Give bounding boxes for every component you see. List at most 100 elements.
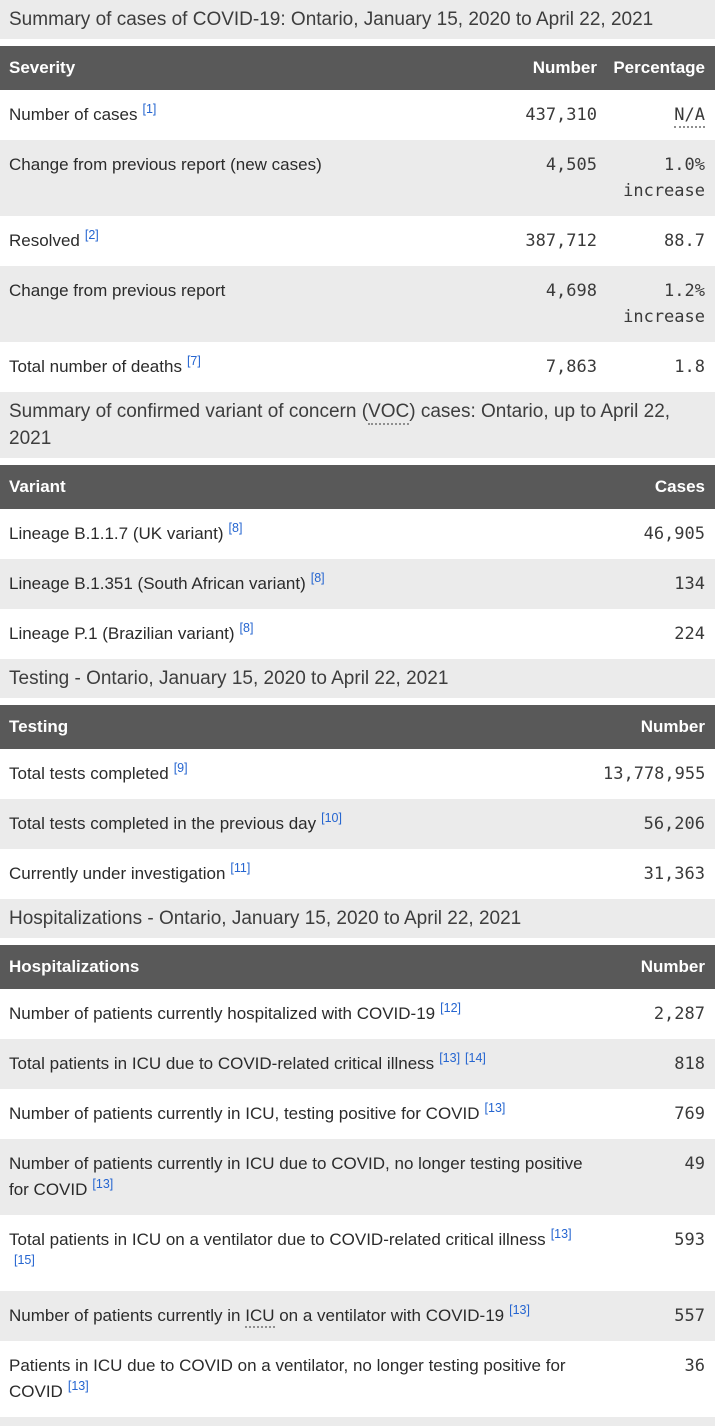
column-header: Testing [0, 705, 603, 749]
hospitalizations-section: Hospitalizations - Ontario, January 15, … [0, 899, 715, 1417]
abbreviation-dotted: VOC [368, 401, 410, 425]
footnote-link[interactable]: [8] [310, 571, 325, 586]
table-row: Number of patients currently in ICU on a… [0, 1291, 715, 1341]
number-value: 4,698 [545, 281, 597, 301]
footnote-link[interactable]: [12] [440, 1001, 461, 1016]
header-row: Variant Cases [0, 465, 715, 509]
table-row: Total number of deaths [7] 7,863 1.8 [0, 342, 715, 392]
table-row: Total patients in ICU due to COVID-relat… [0, 1039, 715, 1089]
summary-cases-section: Summary of cases of COVID-19: Ontario, J… [0, 0, 715, 392]
number-value: 437,310 [525, 105, 597, 125]
table-row: Number of patients currently in ICU due … [0, 1139, 715, 1215]
table-row: Currently under investigation [11] 31,363 [0, 849, 715, 899]
row-label: Number of patients currently in ICU on a… [0, 1291, 603, 1341]
row-label: Total patients in ICU on a ventilator du… [9, 1227, 572, 1268]
table-row: Number of patients currently hospitalize… [0, 989, 715, 1039]
percentage-value: 1.2% increase [623, 281, 705, 327]
row-label: Change from previous report [9, 281, 226, 300]
row-label: Resolved [2] [9, 228, 99, 250]
number-value: 134 [674, 574, 705, 594]
table-row: Number of patients currently in ICU, tes… [0, 1089, 715, 1139]
number-value: 7,863 [545, 357, 597, 377]
table-caption: Hospitalizations - Ontario, January 15, … [0, 899, 715, 938]
footnote-link[interactable]: [7] [186, 354, 201, 369]
number-value: 13,778,955 [603, 764, 706, 784]
footnote-link[interactable]: [9] [173, 761, 188, 776]
footnote-link[interactable]: [13] [550, 1227, 572, 1242]
table-row: Lineage B.1.351 (South African variant)[… [0, 559, 715, 609]
table-caption: Summary of cases of COVID-19: Ontario, J… [0, 0, 715, 39]
footnote-link[interactable]: [8] [228, 521, 243, 536]
header-row: Testing Number [0, 705, 715, 749]
column-header: Number [603, 705, 715, 749]
column-header: Variant [0, 465, 603, 509]
column-header: Percentage [597, 46, 715, 90]
footnote-link[interactable]: [13] [484, 1101, 506, 1116]
footnote-link[interactable]: [2] [84, 228, 99, 243]
table-row: Patients in ICU due to COVID on a ventil… [0, 1341, 715, 1417]
abbreviation-dotted: ICU [245, 1306, 275, 1328]
header-row: Hospitalizations Number [0, 945, 715, 989]
abbreviation-dotted: N/A [674, 105, 705, 128]
footnote-link[interactable]: [10] [321, 811, 342, 826]
data-table: Hospitalizations Number Number of patients… [0, 945, 715, 1417]
table-row: Total patients in ICU on a ventilator du… [0, 1215, 715, 1291]
row-label: Lineage P.1 (Brazilian variant) [8] [9, 621, 254, 643]
percentage-value: 1.8 [674, 357, 705, 377]
row-label: Number of cases [1] [9, 102, 157, 124]
number-value: 224 [674, 624, 705, 644]
footnote-link[interactable]: [13] [509, 1303, 530, 1318]
number-value: 56,206 [643, 814, 705, 834]
row-label: Change from previous report (new cases) [9, 155, 322, 174]
footnote-link[interactable]: [8] [239, 621, 254, 636]
column-header: Cases [603, 465, 715, 509]
table-row: Change from previous report (new cases) 4… [0, 140, 715, 216]
header-row: Severity Number Percentage [0, 46, 715, 90]
row-label: Total number of deaths [7] [9, 354, 201, 376]
row-label: Number of patients currently in ICU due … [9, 1154, 583, 1199]
data-table: Variant Cases Lineage B.1.1.7 (UK variant)… [0, 465, 715, 659]
table-row: Number of cases [1] 437,310 N/A [0, 90, 715, 140]
number-value: 769 [674, 1104, 705, 1124]
row-label: Total tests completed in the previous da… [9, 811, 342, 833]
percentage-value: N/A [597, 90, 715, 140]
next-section-caption-partial [0, 1417, 715, 1426]
footnote-link[interactable]: [13] [67, 1379, 89, 1394]
footnote-link[interactable]: [1] [142, 102, 157, 117]
number-value: 2,287 [653, 1004, 705, 1024]
footnote-link[interactable]: [15] [14, 1253, 35, 1268]
data-table: Severity Number Percentage Number of cases[… [0, 46, 715, 392]
variants-section: Summary of confirmed variant of concern … [0, 392, 715, 659]
data-table: Testing Number Total tests completed [9] 13,… [0, 705, 715, 899]
number-value: 46,905 [643, 524, 705, 544]
number-value: 593 [674, 1230, 705, 1250]
row-label: Lineage B.1.351 (South African variant)[… [9, 571, 325, 593]
percentage-value: 1.0% increase [623, 155, 705, 201]
number-value: 387,712 [525, 231, 597, 251]
number-value: 31,363 [643, 864, 705, 884]
column-header: Severity [0, 46, 479, 90]
number-value: 4,505 [545, 155, 597, 175]
table-row: Resolved [2] 387,712 88.7 [0, 216, 715, 266]
table-row: Total tests completed [9] 13,778,955 [0, 749, 715, 799]
row-label: Number of patients currently hospitalize… [9, 1001, 461, 1023]
table-row: Lineage P.1 (Brazilian variant) [8] 224 [0, 609, 715, 659]
table-row: Change from previous report 4,698 1.2% inc… [0, 266, 715, 342]
table-caption: Testing - Ontario, January 15, 2020 to A… [0, 659, 715, 698]
table-row: Lineage B.1.1.7 (UK variant) [8] 46,905 [0, 509, 715, 559]
column-header: Number [479, 46, 597, 90]
row-label: Patients in ICU due to COVID on a ventil… [9, 1356, 566, 1401]
row-label: Number of patients currently in ICU, tes… [9, 1101, 506, 1123]
row-label: Currently under investigation [11] [9, 861, 251, 883]
footnote-link[interactable]: [13] [92, 1177, 114, 1192]
footnote-link[interactable]: [11] [230, 861, 251, 876]
column-header: Number [603, 945, 715, 989]
footnote-link[interactable]: [13] [439, 1051, 461, 1066]
number-value: 49 [684, 1154, 705, 1174]
number-value: 557 [674, 1306, 705, 1326]
row-label: Total tests completed [9] [9, 761, 188, 783]
number-value: 36 [684, 1356, 705, 1376]
row-label: Lineage B.1.1.7 (UK variant) [8] [9, 521, 243, 543]
footnote-link[interactable]: [14] [465, 1051, 486, 1066]
